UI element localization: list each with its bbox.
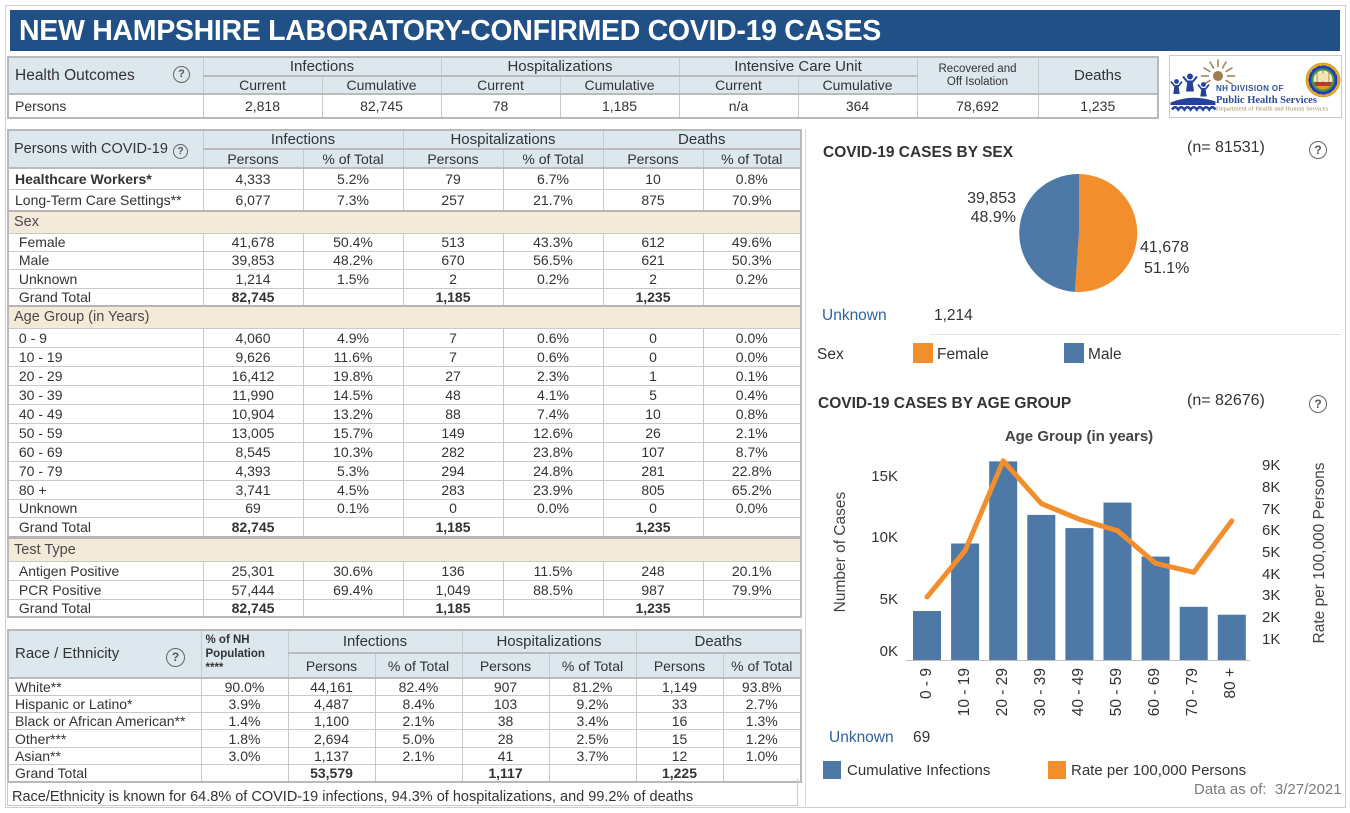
svg-text:Department of Health and Human: Department of Health and Human Services: [1216, 106, 1329, 113]
svg-text:Public Health Services: Public Health Services: [1216, 95, 1317, 106]
svg-text:NH DIVISION OF: NH DIVISION OF: [1216, 84, 1284, 93]
